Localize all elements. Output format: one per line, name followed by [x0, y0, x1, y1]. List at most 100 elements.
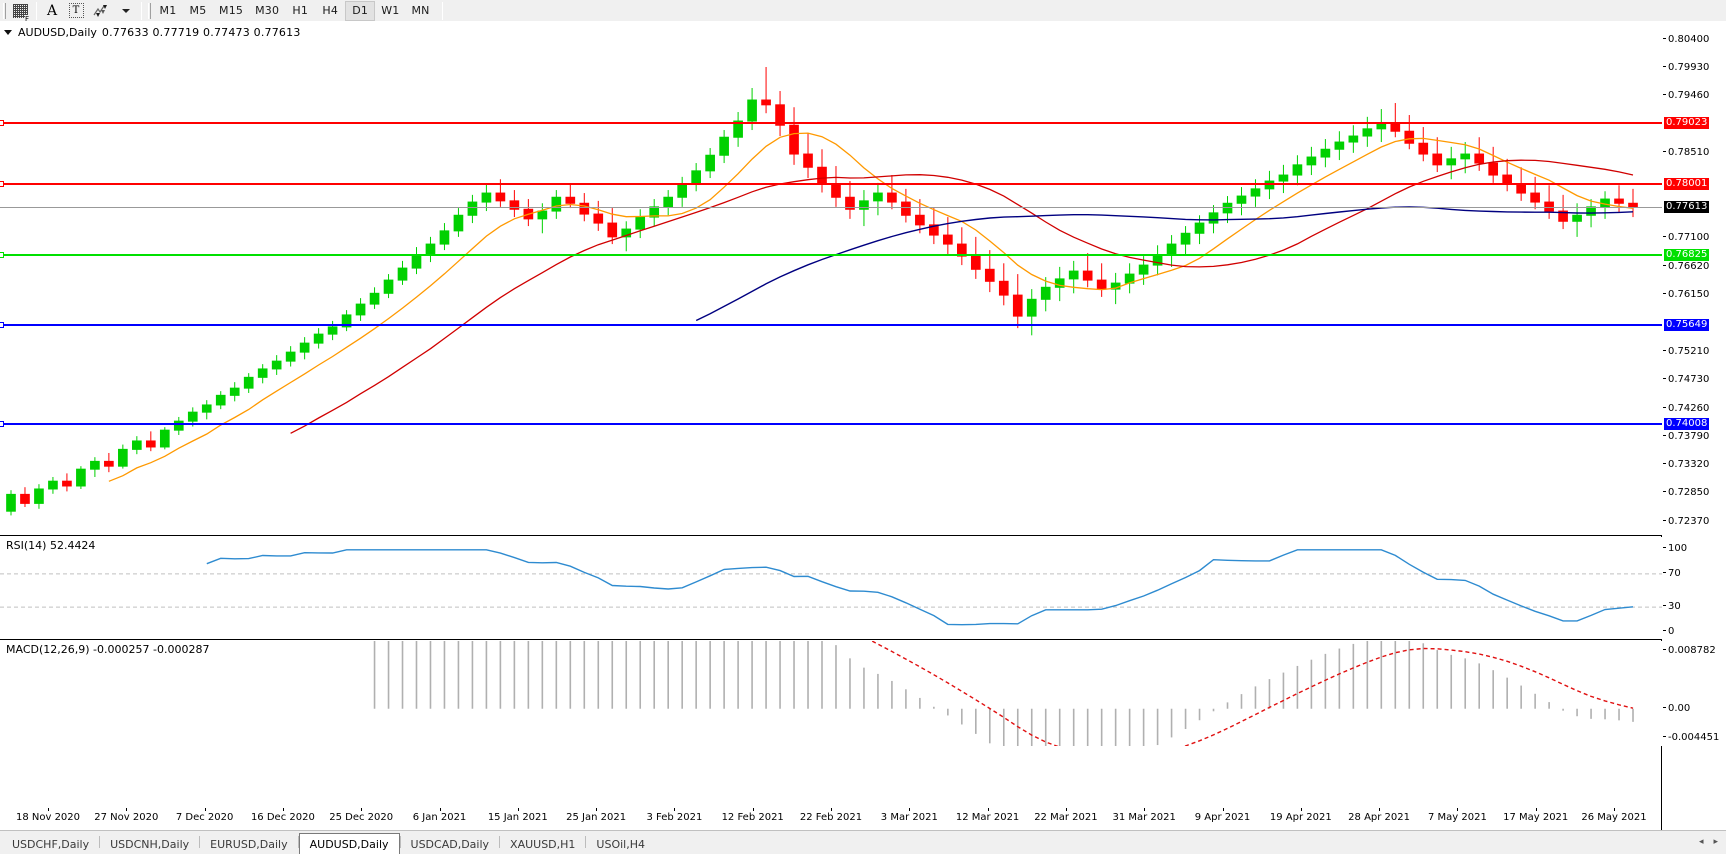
- timeframe-button-m1[interactable]: M1: [159, 4, 177, 17]
- date-tick-label: 25 Jan 2021: [566, 812, 627, 823]
- price-pane[interactable]: AUDUSD,Daily 0.77633 0.77719 0.77473 0.7…: [0, 22, 1662, 536]
- rsi-label: RSI(14) 52.4424: [5, 539, 97, 552]
- chart-tab-xauusd-h1[interactable]: XAUUSD,H1: [510, 838, 576, 851]
- level-drag-handle[interactable]: [0, 420, 4, 427]
- price-level-badge-resistance[interactable]: 0.78001: [1664, 177, 1710, 190]
- date-tick-label: 18 Nov 2020: [15, 812, 81, 823]
- tab-divider: [297, 836, 299, 848]
- chart-tab-usoil-h4[interactable]: USOil,H4: [596, 838, 645, 851]
- price-level-badge-support[interactable]: 0.75649: [1664, 319, 1710, 332]
- price-tick-label: 0.74260: [1668, 402, 1710, 414]
- price-tick-0.76620: 0.76620: [1663, 261, 1709, 272]
- level-drag-handle[interactable]: [0, 180, 4, 187]
- date-tick-label: 3 Feb 2021: [646, 812, 703, 823]
- date-axis[interactable]: 18 Nov 2020 27 Nov 2020 7 Dec 2020 16 Dec 2…: [0, 808, 1662, 830]
- date-tick-mark: [1144, 808, 1146, 811]
- rsi-pane[interactable]: RSI(14) 52.4424: [0, 537, 1662, 640]
- timeframe-button-h1[interactable]: H1: [292, 4, 309, 17]
- tab-prev-icon[interactable]: ◂: [1698, 837, 1704, 847]
- main-toolbar: A T M1 M5 M15 M30 H1 H4 D1 W1 MN: [0, 0, 1726, 23]
- date-tick-label: 22 Mar 2021: [1034, 812, 1098, 823]
- macd-pane[interactable]: MACD(12,26,9) -0.000257 -0.000287: [0, 641, 1662, 746]
- date-tick-mark: [752, 808, 754, 811]
- toolbar-grip[interactable]: [1, 1, 8, 21]
- timeframe-button-m15[interactable]: M15: [219, 4, 244, 17]
- date-tick-label: 28 Apr 2021: [1348, 812, 1411, 823]
- price-tick-0.76150: 0.76150: [1663, 289, 1709, 300]
- level-drag-handle[interactable]: [0, 119, 4, 126]
- chart-tab-usdcad-daily[interactable]: USDCAD,Daily: [410, 838, 490, 851]
- date-tick-label: 7 Dec 2020: [175, 812, 234, 823]
- price-tick-label: 0.79460: [1668, 90, 1710, 102]
- date-tick-mark: [1222, 808, 1224, 811]
- price-tick-0.79930: 0.79930: [1663, 62, 1709, 73]
- timeframe-button-w1[interactable]: W1: [381, 4, 400, 17]
- date-tick-mark: [1379, 808, 1381, 811]
- price-level-badge-resistance[interactable]: 0.79023: [1664, 116, 1710, 129]
- price-tick-label: 0.77100: [1668, 232, 1710, 244]
- date-tick-label: 7 May 2021: [1427, 812, 1487, 823]
- macd-tick--0.004451: -0.004451: [1663, 732, 1719, 743]
- date-tick-mark: [48, 808, 49, 811]
- timeframe-button-m30[interactable]: M30: [255, 4, 280, 17]
- level-drag-handle[interactable]: [0, 251, 4, 258]
- objects-dropdown-icon[interactable]: [114, 1, 138, 21]
- price-tick-label: 0.73320: [1668, 458, 1710, 470]
- date-tick-mark: [282, 808, 284, 811]
- price-level-badge-support[interactable]: 0.74008: [1664, 417, 1710, 430]
- price-tick-label: 0.74730: [1668, 374, 1710, 386]
- timeframe-button-m5[interactable]: M5: [189, 4, 207, 17]
- objects-icon[interactable]: [88, 1, 114, 21]
- chart-window[interactable]: AUDUSD,Daily 0.77633 0.77719 0.77473 0.7…: [0, 22, 1726, 830]
- chart-tab-usdchf-daily[interactable]: USDCHF,Daily: [12, 838, 90, 851]
- candlestick-svg: [6, 67, 1638, 516]
- chart-tab-usdcnh-daily[interactable]: USDCNH,Daily: [110, 838, 190, 851]
- price-tick-0.78510: 0.78510: [1663, 147, 1709, 158]
- rsi-tick-label: 70: [1668, 567, 1681, 579]
- chart-menu-caret-icon[interactable]: [4, 30, 12, 35]
- rsi-tick-70: 70: [1663, 568, 1681, 579]
- plot-area[interactable]: AUDUSD,Daily 0.77633 0.77719 0.77473 0.7…: [0, 22, 1662, 808]
- chart-grid-icon[interactable]: [8, 1, 33, 23]
- date-tick-mark: [1065, 808, 1067, 811]
- date-tick-label: 27 Nov 2020: [94, 812, 159, 823]
- price-tick-0.79460: 0.79460: [1663, 90, 1709, 101]
- date-tick-mark: [517, 808, 519, 811]
- price-axis[interactable]: 0.80400 0.79930 0.79460 0.78510 0.77100 0.766…: [1663, 22, 1726, 808]
- price-tick-label: 0.79930: [1668, 62, 1710, 74]
- timeframe-toolbar-grip[interactable]: [146, 1, 153, 21]
- chart-tab-audusd-daily[interactable]: AUDUSD,Daily: [298, 833, 400, 854]
- price-tick-label: 0.73790: [1668, 430, 1710, 442]
- tab-divider: [499, 836, 501, 848]
- font-icon[interactable]: A: [46, 2, 58, 19]
- date-tick-mark: [439, 808, 441, 811]
- rsi-tick-100: 100: [1663, 543, 1687, 554]
- date-tick-mark: [1614, 808, 1615, 811]
- tab-divider: [199, 836, 201, 848]
- timeframe-button-h4[interactable]: H4: [322, 4, 339, 17]
- toolbar-divider-2: [141, 1, 142, 20]
- price-tick-label: 0.76620: [1668, 260, 1710, 272]
- price-tick-0.77100: 0.77100: [1663, 232, 1709, 243]
- tab-divider: [399, 836, 401, 848]
- date-tick-label: 6 Jan 2021: [412, 812, 467, 823]
- toolbar-divider-3: [441, 1, 443, 20]
- macd-tick-0.00: 0.00: [1663, 703, 1690, 714]
- tab-next-icon[interactable]: ▸: [1713, 837, 1718, 847]
- toolbar-divider: [36, 1, 37, 20]
- timeframe-group: M1 M5 M15 M30 H1 H4 D1 W1 MN: [153, 0, 436, 21]
- timeframe-button-d1[interactable]: D1: [345, 0, 376, 21]
- date-tick-mark: [596, 808, 598, 811]
- toolbar-rule: [0, 21, 1726, 22]
- price-tick-0.74730: 0.74730: [1663, 374, 1709, 385]
- date-tick-label: 12 Feb 2021: [721, 812, 784, 823]
- chart-tab-eurusd-daily[interactable]: EURUSD,Daily: [210, 838, 288, 851]
- date-tick-mark: [987, 808, 989, 811]
- text-label-icon[interactable]: T: [64, 1, 88, 21]
- timeframe-button-mn[interactable]: MN: [411, 4, 430, 17]
- price-level-badge-last-price[interactable]: 0.77613: [1664, 201, 1710, 214]
- level-drag-handle[interactable]: [0, 322, 4, 329]
- date-tick-label: 25 Dec 2020: [329, 812, 394, 823]
- price-level-badge-support[interactable]: 0.76825: [1664, 248, 1710, 261]
